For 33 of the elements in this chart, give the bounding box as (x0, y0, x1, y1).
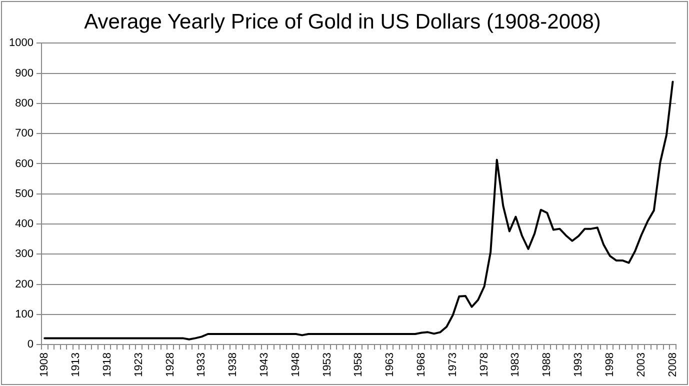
x-tick-label: 1978 (478, 352, 490, 378)
x-tick-label: 1933 (196, 352, 208, 378)
x-tick-label: 1918 (101, 352, 114, 378)
x-tick-label: 1948 (290, 352, 302, 378)
x-tick-label: 2008 (666, 352, 679, 378)
x-tick-label: 1993 (572, 352, 585, 378)
x-tick-label: 1958 (352, 352, 365, 378)
y-tick-label: 900 (15, 67, 34, 80)
x-tick-label: 1943 (258, 352, 270, 378)
x-tick-label: 1928 (164, 352, 176, 378)
y-tick-label: 700 (15, 128, 34, 140)
y-tick-label: 200 (15, 278, 34, 290)
y-tick-label: 1000 (8, 37, 34, 50)
x-tick-label: 1963 (384, 352, 396, 378)
x-tick-label: 1938 (227, 352, 240, 378)
y-tick-label: 500 (15, 188, 34, 200)
x-tick-label: 1913 (70, 352, 82, 378)
y-tick-label: 300 (15, 248, 34, 260)
x-tick-label: 1983 (510, 352, 522, 378)
y-tick-label: 800 (15, 97, 34, 110)
x-tick-label: 1968 (416, 352, 428, 378)
y-tick-label: 400 (15, 218, 34, 230)
x-tick-label: 1923 (132, 352, 145, 378)
y-tick-label: 0 (27, 338, 34, 351)
x-tick-label: 2003 (635, 352, 648, 378)
x-tick-label: 1988 (541, 352, 554, 378)
x-tick-label: 1908 (38, 352, 51, 378)
chart-title: Average Yearly Price of Gold in US Dollars (1908-2008) (84, 10, 601, 34)
x-tick-label: 1998 (604, 352, 616, 378)
x-tick-label: 1973 (446, 352, 459, 378)
y-tick-label: 100 (15, 308, 34, 320)
y-tick-label: 600 (15, 158, 34, 170)
x-tick-label: 1953 (321, 352, 334, 378)
